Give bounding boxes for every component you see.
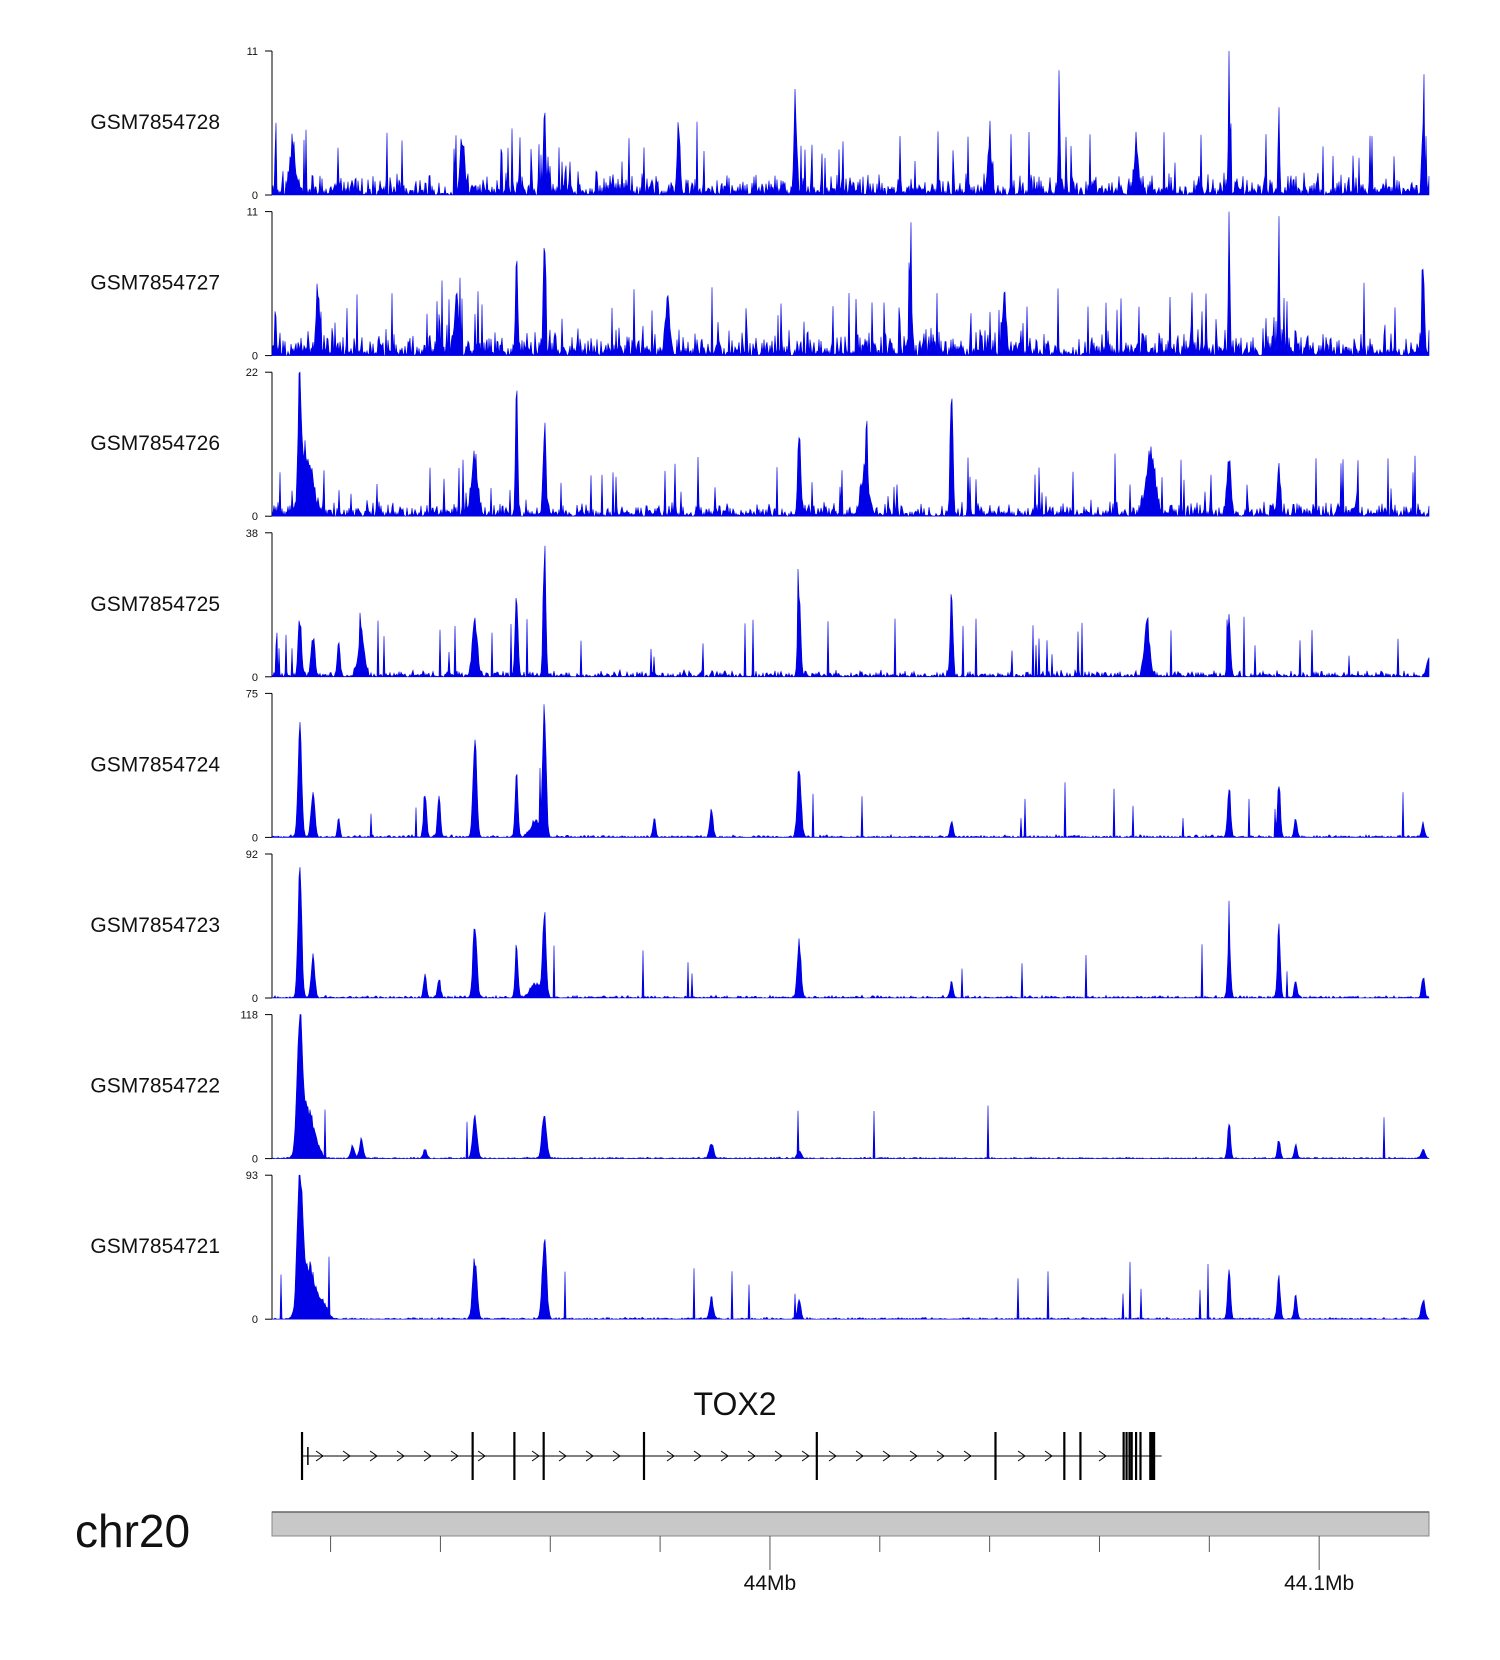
track-GSM7854728: GSM7854728 11 0	[90, 46, 1430, 202]
strand-arrow	[747, 1450, 756, 1462]
y-tick-label-min: 0	[252, 190, 258, 202]
coverage-area	[271, 867, 1430, 1000]
ideogram-band	[271, 1511, 1430, 1537]
y-tick-label-min: 0	[252, 672, 258, 684]
track-label: GSM7854722	[90, 1075, 220, 1098]
track-GSM7854726: GSM7854726 22 0	[90, 367, 1430, 523]
strand-arrow	[585, 1450, 594, 1462]
strand-arrow	[315, 1450, 324, 1462]
chromosome-ideogram: chr20 44Mb 44.1Mb	[75, 1505, 1430, 1595]
coverage-area	[271, 371, 1430, 518]
strand-arrow	[396, 1450, 405, 1462]
position-tick-label: 44.1Mb	[1284, 1572, 1354, 1595]
strand-arrow	[477, 1450, 486, 1462]
y-tick-label-max: 93	[246, 1170, 258, 1182]
strand-arrow	[774, 1450, 783, 1462]
track-GSM7854723: GSM7854723 92 0	[90, 849, 1430, 1005]
y-tick-label-min: 0	[252, 1314, 258, 1326]
coverage-area	[271, 50, 1430, 197]
gene-annotation-track: TOX2	[300, 1386, 1162, 1480]
y-tick-label-max: 118	[240, 1010, 258, 1022]
chromosome-label: chr20	[75, 1505, 190, 1557]
coverage-area	[271, 1014, 1430, 1160]
strand-arrow	[828, 1450, 837, 1462]
strand-arrow	[1098, 1450, 1107, 1462]
y-tick-label-max: 11	[247, 207, 258, 219]
strand-arrow	[1044, 1450, 1053, 1462]
coverage-area	[271, 704, 1430, 839]
y-tick-label-max: 75	[246, 688, 258, 700]
y-tick-label-max: 38	[246, 528, 258, 540]
y-tick-label-min: 0	[252, 1154, 258, 1166]
track-label: GSM7854721	[90, 1235, 220, 1258]
track-label: GSM7854728	[90, 111, 220, 134]
strand-arrow	[342, 1450, 351, 1462]
track-GSM7854724: GSM7854724 75 0	[90, 688, 1430, 844]
strand-arrow	[1017, 1450, 1026, 1462]
gene-name: TOX2	[694, 1386, 777, 1422]
track-GSM7854727: GSM7854727 11 0	[90, 207, 1430, 363]
strand-arrow	[558, 1450, 567, 1462]
y-tick-label-min: 0	[252, 993, 258, 1005]
position-tick-label: 44Mb	[744, 1572, 797, 1595]
track-label: GSM7854725	[90, 593, 220, 616]
strand-arrow	[936, 1450, 945, 1462]
strand-arrow	[369, 1450, 378, 1462]
strand-arrow	[882, 1450, 891, 1462]
y-tick-label-max: 11	[247, 46, 258, 58]
track-GSM7854725: GSM7854725 38 0	[90, 528, 1430, 684]
strand-arrow	[666, 1450, 675, 1462]
track-label: GSM7854724	[90, 753, 220, 776]
strand-arrow	[450, 1450, 459, 1462]
coverage-area	[271, 211, 1430, 357]
strand-arrow	[720, 1450, 729, 1462]
y-tick-label-max: 22	[246, 367, 258, 379]
strand-arrow	[855, 1450, 864, 1462]
strand-arrow	[693, 1450, 702, 1462]
y-tick-label-max: 92	[246, 849, 258, 861]
strand-arrow	[963, 1450, 972, 1462]
strand-arrow	[909, 1450, 918, 1462]
y-tick-label-min: 0	[252, 511, 258, 523]
track-GSM7854722: GSM7854722 118 0	[90, 1010, 1430, 1166]
track-GSM7854721: GSM7854721 93 0	[90, 1170, 1430, 1326]
y-tick-label-min: 0	[252, 832, 258, 844]
strand-arrow	[612, 1450, 621, 1462]
coverage-area	[271, 1174, 1430, 1321]
coverage-area	[271, 545, 1430, 678]
track-label: GSM7854723	[90, 914, 220, 937]
track-label: GSM7854726	[90, 432, 220, 455]
strand-arrow	[531, 1450, 540, 1462]
y-tick-label-min: 0	[252, 351, 258, 363]
coverage-tracks: GSM7854728110GSM7854727110GSM7854726220G…	[90, 46, 1430, 1326]
track-label: GSM7854727	[90, 272, 220, 295]
strand-arrow	[801, 1450, 810, 1462]
strand-arrow	[423, 1450, 432, 1462]
